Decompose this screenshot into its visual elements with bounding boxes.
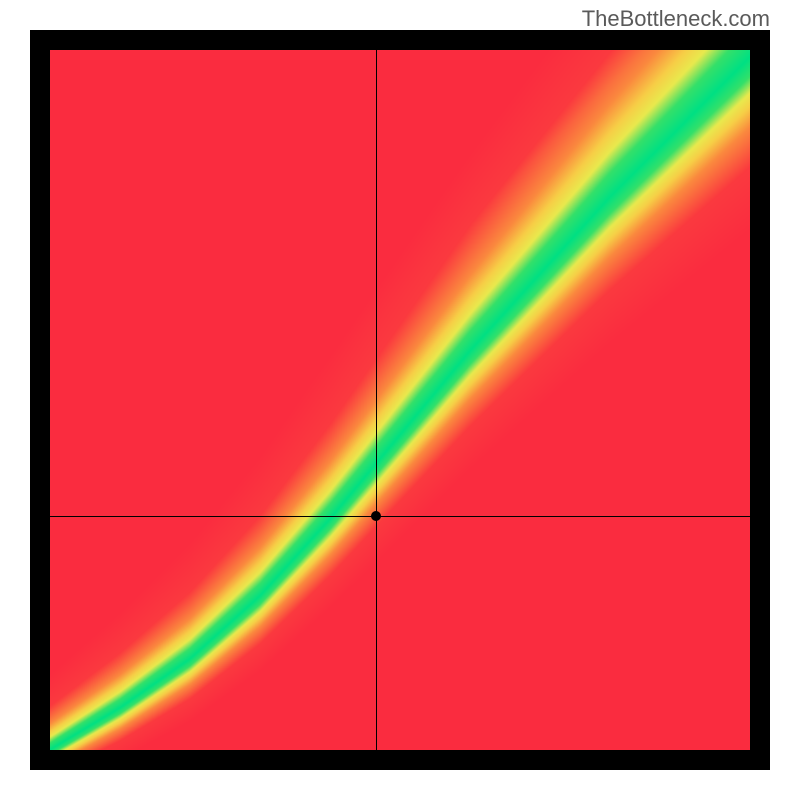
crosshair-vertical <box>376 50 377 750</box>
plot-area <box>50 50 750 750</box>
chart-outer-frame <box>30 30 770 770</box>
chart-container: TheBottleneck.com <box>0 0 800 800</box>
watermark-text: TheBottleneck.com <box>582 6 770 32</box>
crosshair-horizontal <box>50 516 750 517</box>
marker-dot <box>371 511 381 521</box>
heatmap-canvas <box>50 50 750 750</box>
